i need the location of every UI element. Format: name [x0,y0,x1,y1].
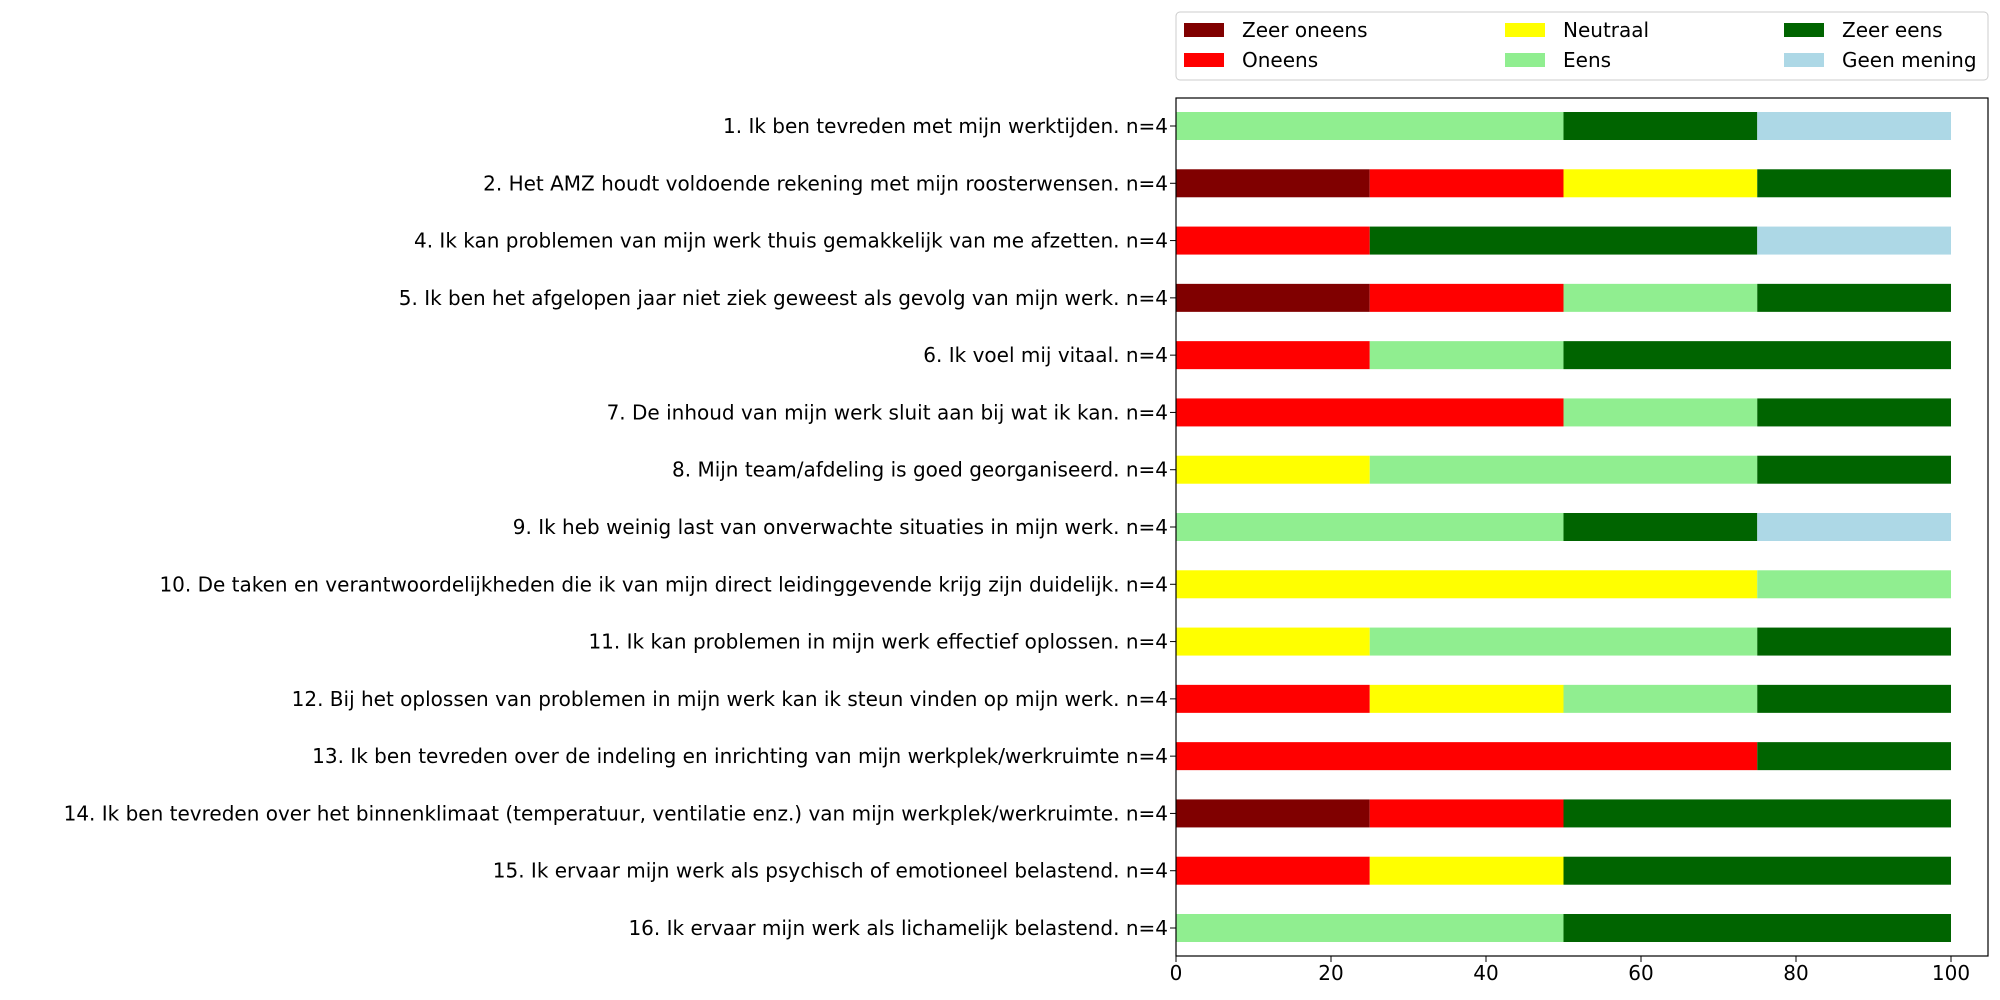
legend-swatch [1784,53,1824,67]
bar-segment [1369,627,1758,656]
bar-segment [1369,856,1564,885]
bar-segment [1563,914,1951,942]
bar-segment [1563,856,1951,885]
x-tick-label: 60 [1628,961,1653,985]
bar-segment [1369,226,1758,255]
legend-swatch [1784,23,1824,37]
category-label: 7. De inhoud van mijn werk sluit aan bij… [607,400,1168,424]
bar-segment [1563,799,1951,828]
legend-label: Zeer oneens [1242,18,1368,42]
bar-segment [1176,627,1370,656]
bar-segment [1176,856,1370,885]
legend: Zeer oneens Oneens Neutraal Eens Zeer eens Ge… [1175,11,1989,81]
legend-label: Neutraal [1563,18,1649,42]
x-tick-label: 0 [1170,961,1183,985]
bar-segment [1176,226,1370,255]
category-label: 2. Het AMZ houdt voldoende rekening met … [483,171,1168,195]
bar-segment [1176,914,1564,942]
bar-segment [1176,513,1564,541]
legend-swatch [1184,53,1224,67]
x-tick-label: 100 [1932,961,1970,985]
bar-segment [1176,570,1758,599]
category-label: 14. Ik ben tevreden over het binnenklima… [64,801,1168,825]
bar-segment [1757,742,1951,771]
bar-segment [1757,112,1951,140]
bar-segment [1176,398,1564,427]
bar-segment [1563,169,1758,198]
category-label: 1. Ik ben tevreden met mijn werktijden. … [723,114,1168,138]
bar-segment [1176,283,1370,312]
category-label: 8. Mijn team/afdeling is goed georganise… [672,458,1168,482]
bar-segment [1176,169,1370,198]
bar-segment [1563,112,1758,140]
category-labels: 1. Ik ben tevreden met mijn werktijden. … [64,114,1168,940]
bar-segment [1757,570,1951,599]
category-label: 13. Ik ben tevreden over de indeling en … [312,744,1168,768]
bar-segment [1757,684,1951,713]
bars [1176,112,1951,942]
x-tick-label: 80 [1783,961,1808,985]
bar-segment [1563,341,1951,370]
bar-segment [1176,341,1370,370]
bar-segment [1176,684,1370,713]
bar-segment [1369,684,1564,713]
bar-segment [1563,398,1758,427]
axes: 0 20 40 60 80 100 [1170,97,1989,985]
category-label: 12. Bij het oplossen van problemen in mi… [292,687,1168,711]
legend-swatch [1184,23,1224,37]
category-label: 10. De taken en verantwoordelijkheden di… [159,572,1168,596]
legend-label: Eens [1563,48,1611,72]
category-label: 11. Ik kan problemen in mijn werk effect… [588,630,1168,654]
plot-frame [1175,97,1989,957]
bar-segment [1757,398,1951,427]
legend-label: Geen mening [1842,48,1977,72]
bar-segment [1757,627,1951,656]
x-tick-label: 20 [1318,961,1343,985]
bar-segment [1176,455,1370,484]
bar-segment [1369,455,1758,484]
bar-segment [1757,513,1951,541]
bar-segment [1369,799,1564,828]
bar-segment [1369,341,1564,370]
legend-label: Oneens [1242,48,1318,72]
bar-segment [1757,226,1951,255]
legend-swatch [1505,53,1545,67]
bar-segment [1757,169,1951,198]
bar-segment [1176,799,1370,828]
category-label: 9. Ik heb weinig last van onverwachte si… [513,515,1168,539]
legend-swatch [1505,23,1545,37]
category-label: 15. Ik ervaar mijn werk als psychisch of… [493,859,1168,883]
category-label: 16. Ik ervaar mijn werk als lichamelijk … [628,916,1168,940]
bar-segment [1563,513,1758,541]
category-label: 4. Ik kan problemen van mijn werk thuis … [414,229,1168,253]
category-label: 6. Ik voel mij vitaal. n=4 [923,343,1168,367]
bar-segment [1176,742,1758,771]
bar-segment [1176,112,1564,140]
bar-segment [1757,283,1951,312]
legend-label: Zeer eens [1842,18,1943,42]
bar-segment [1757,455,1951,484]
bar-segment [1369,283,1564,312]
x-tick-label: 40 [1473,961,1498,985]
bar-segment [1369,169,1564,198]
category-label: 5. Ik ben het afgelopen jaar niet ziek g… [399,286,1168,310]
bar-segment [1563,684,1758,713]
bar-segment [1563,283,1758,312]
